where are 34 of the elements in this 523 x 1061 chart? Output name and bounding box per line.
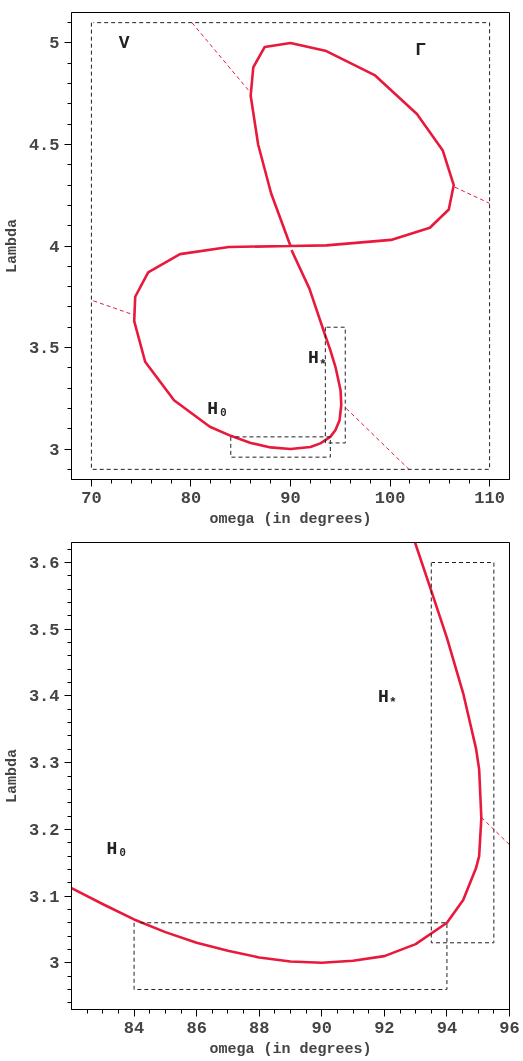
y-axis-title: Lambda — [3, 218, 21, 273]
x-axis-title: omega (in degrees) — [209, 1040, 372, 1058]
y-tick-label: 4 — [49, 237, 60, 257]
y-tick-label: 3.6 — [28, 554, 60, 574]
x-tick-label: 90 — [280, 488, 301, 508]
x-tick-label: 92 — [374, 1018, 395, 1038]
y-tick-label: 5 — [49, 34, 60, 54]
annotation: V — [118, 32, 130, 53]
x-tick-label: 88 — [249, 1018, 270, 1038]
x-tick-label: 110 — [474, 488, 505, 508]
x-tick-label: 94 — [436, 1018, 458, 1038]
y-tick-label: 3.2 — [28, 820, 60, 840]
x-tick-label: 100 — [374, 488, 406, 508]
x-tick-label: 96 — [499, 1018, 520, 1038]
annotation: Γ — [415, 39, 427, 60]
y-tick-label: 3.5 — [28, 620, 60, 640]
x-tick-label: 80 — [180, 488, 202, 508]
x-tick-label: 84 — [123, 1018, 145, 1038]
x-tick-label: 70 — [81, 488, 102, 508]
y-axis-title: Lambda — [3, 748, 21, 803]
y-tick-label: 3 — [49, 954, 60, 974]
y-tick-label: 3.3 — [28, 754, 60, 774]
annotation: H* — [308, 348, 327, 372]
x-tick-label: 86 — [186, 1018, 207, 1038]
annotation: H₀ — [106, 839, 129, 860]
y-tick-label: 4.5 — [28, 135, 60, 155]
annotation: H₀ — [207, 398, 229, 419]
x-tick-label: 90 — [311, 1018, 332, 1038]
y-tick-label: 3.1 — [28, 887, 60, 907]
y-tick-label: 3.4 — [28, 687, 60, 707]
x-axis-title: omega (in degrees) — [209, 510, 372, 528]
y-tick-label: 3 — [49, 440, 60, 460]
y-tick-label: 3.5 — [28, 339, 60, 359]
annotation: H* — [378, 686, 397, 711]
